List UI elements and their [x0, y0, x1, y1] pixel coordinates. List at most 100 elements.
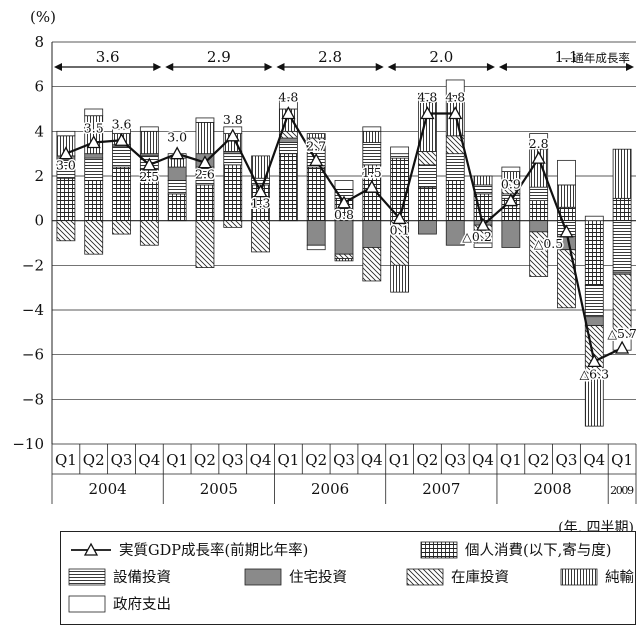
bar-segment — [445, 153, 465, 181]
gdp-data-label: 4.8 — [417, 89, 437, 104]
bar-segment — [418, 151, 437, 166]
bar-segment — [529, 186, 549, 201]
annual-label-bg — [89, 50, 126, 64]
gdp-data-label: 2.5 — [139, 169, 159, 184]
bar-segment — [584, 376, 604, 427]
gdp-data-label: 2.6 — [195, 167, 215, 182]
annual-arrow-head — [165, 63, 174, 71]
bars-layer — [56, 79, 632, 427]
y-tick-label: 6 — [34, 78, 44, 96]
annual-arrow-head — [486, 63, 495, 71]
year-label: 2006 — [311, 480, 349, 498]
quarter-label: Q2 — [417, 451, 439, 469]
bar-segment — [390, 264, 410, 293]
legend-swatch — [420, 541, 458, 559]
gdp-data-label: 0.9 — [501, 177, 521, 192]
bar-segment — [84, 157, 104, 181]
annual-growth-label: 2.0 — [429, 48, 453, 66]
bar-segment — [529, 200, 549, 222]
y-unit-label: (%) — [30, 8, 56, 26]
bar-segment — [167, 166, 187, 181]
quarter-label: Q2 — [528, 451, 550, 469]
bar-segment — [195, 220, 215, 268]
gdp-data-label: 3.6 — [112, 116, 132, 131]
gdp-data-label: 1.3 — [251, 196, 271, 211]
bar-segment — [223, 153, 243, 166]
gdp-point — [559, 224, 574, 238]
labels-layer: 3.0 3.5 3.6 2.5 3.0 2.6 3.8 1.3 4.8 2.7 0.8 1.5 0.1 4… — [54, 88, 638, 383]
annual-arrow-head — [153, 63, 162, 71]
legend-label: 純輸出 — [605, 569, 635, 586]
quarter-label: Q1 — [611, 451, 633, 469]
gdp-point — [531, 150, 546, 164]
bar-segment — [334, 253, 354, 260]
bar-segment — [557, 159, 576, 186]
bar-segment — [56, 130, 76, 137]
bar-segment — [418, 186, 437, 222]
gdp-point — [503, 193, 518, 207]
bar-segment — [195, 184, 215, 222]
bar-segment — [557, 184, 576, 208]
quarter-label: Q3 — [444, 451, 466, 469]
quarter-label: Q1 — [500, 451, 522, 469]
legend-label: 在庫投資 — [451, 569, 509, 586]
bar-segment — [445, 220, 465, 246]
bar-segment — [139, 220, 159, 246]
quarter-label: Q3 — [556, 451, 578, 469]
quarter-label: Q4 — [472, 451, 494, 469]
quarter-label: Q1 — [389, 451, 411, 469]
bar-segment — [112, 220, 131, 235]
year-label: 2005 — [200, 480, 238, 498]
gdp-point — [392, 211, 407, 225]
bar-segment — [251, 220, 270, 253]
y-tick-label: −10 — [12, 435, 44, 453]
bar-segment — [112, 146, 131, 168]
bar-segment — [195, 122, 215, 155]
bar-segment — [167, 193, 187, 222]
bar-segment — [195, 117, 215, 123]
line-layer — [58, 106, 630, 368]
legend-label: 設備投資 — [113, 569, 171, 586]
bar-segment — [334, 180, 354, 190]
legend-label: 住宅投資 — [289, 569, 347, 586]
bar-segment — [139, 130, 159, 155]
y-tick-label: 8 — [34, 33, 44, 51]
y-tick-label: 2 — [34, 167, 44, 185]
axis-layer: 8 6 4 2 0 −2 −4 −6 −8 −10 (%) — [12, 8, 56, 453]
quarter-label: Q1 — [166, 451, 188, 469]
gdp-data-label: 4.8 — [278, 89, 298, 104]
bar-segment — [167, 157, 187, 168]
legend-swatch — [560, 568, 598, 586]
bar-segment — [223, 220, 243, 228]
gdp-data-label: 0.8 — [334, 207, 354, 222]
bar-segment — [306, 166, 326, 222]
gdp-point — [86, 135, 101, 149]
legend-label: 政府支出 — [113, 596, 171, 613]
annual-growth-layer: 3.6 2.9 2.8 2.0 1.1—通年成長率 — [54, 48, 634, 71]
gdp-data-label: △0.5 — [534, 236, 564, 251]
y-tick-label: 4 — [34, 122, 44, 140]
legend-swatch — [68, 595, 106, 613]
bar-segment — [584, 285, 604, 318]
x-unit-label: (年, 四半期) — [558, 520, 634, 531]
bar-segment — [278, 153, 298, 222]
quarter-label: Q2 — [194, 451, 216, 469]
annual-label-bg — [312, 50, 349, 64]
bar-segment — [362, 247, 382, 282]
annual-label-bg — [423, 50, 460, 64]
bar-segment — [584, 316, 604, 327]
gdp-data-label: 3.8 — [223, 112, 243, 127]
annual-arrow-head — [276, 63, 285, 71]
gdp-point — [114, 132, 129, 146]
legend-svg: 実質GDP成長率(前期比年率) 個人消費(以下,寄与度) 設備投資 住宅投資 在庫投資 純… — [68, 541, 641, 613]
bar-segment — [584, 215, 604, 222]
bar-segment — [584, 220, 604, 286]
bar-segment — [501, 166, 521, 172]
annual-growth-label: 2.9 — [207, 48, 231, 66]
bar-segment — [56, 220, 76, 242]
quarter-label: Q4 — [583, 451, 605, 469]
legend-label: 実質GDP成長率(前期比年率) — [119, 541, 308, 559]
quarter-label: Q4 — [361, 451, 383, 469]
bar-segment — [612, 148, 632, 199]
gdp-data-label: 3.5 — [84, 121, 104, 136]
